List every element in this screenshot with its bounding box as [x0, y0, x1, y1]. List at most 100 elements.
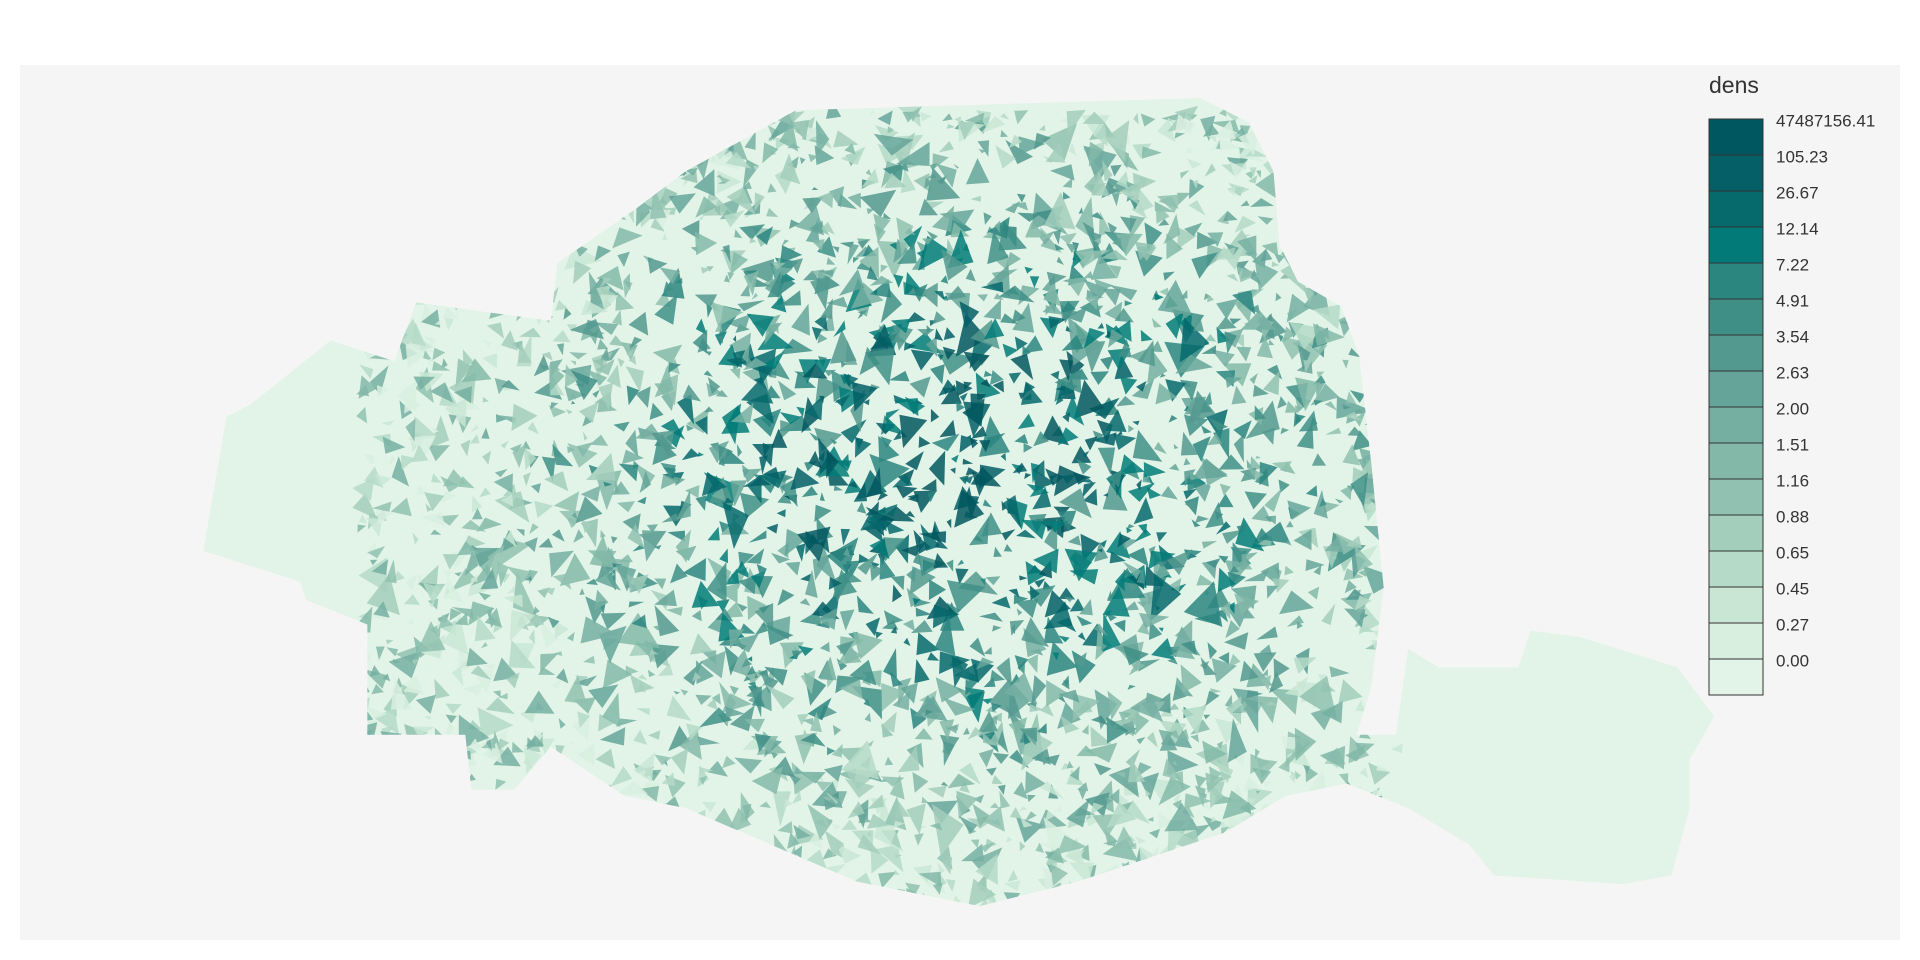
density-patch — [1104, 120, 1130, 161]
density-patch — [611, 571, 616, 578]
density-patch — [1126, 527, 1133, 534]
density-patch — [431, 473, 442, 483]
density-patch — [859, 346, 880, 375]
density-patch — [1066, 109, 1086, 135]
density-patch — [666, 695, 692, 721]
density-patch — [482, 353, 498, 369]
density-patch — [628, 601, 645, 608]
density-patch — [654, 605, 680, 637]
density-patch — [991, 774, 1003, 785]
density-patch — [926, 325, 931, 334]
density-patch — [839, 679, 863, 700]
density-patch — [1287, 500, 1311, 520]
density-patch — [766, 624, 794, 645]
density-patch — [816, 546, 837, 583]
density-patch — [852, 382, 878, 412]
density-patch — [932, 604, 960, 629]
density-patch — [1225, 620, 1240, 639]
density-patch — [711, 487, 726, 502]
density-patch — [1180, 640, 1197, 656]
density-patch — [972, 803, 990, 828]
density-patch — [1024, 473, 1032, 480]
density-patch — [706, 561, 727, 603]
density-patch — [1132, 429, 1163, 462]
density-patch — [934, 538, 948, 549]
density-patch — [830, 438, 838, 445]
density-patch — [921, 796, 929, 804]
density-patch — [1226, 696, 1242, 725]
density-patch — [1269, 671, 1284, 694]
density-patch — [1313, 304, 1341, 330]
density-patch — [1218, 652, 1230, 665]
density-patch — [662, 233, 668, 241]
density-patch — [1018, 136, 1046, 155]
density-patch — [509, 443, 522, 454]
density-patch — [732, 335, 737, 343]
density-patch — [1081, 479, 1094, 484]
density-patch — [1203, 815, 1225, 831]
density-patch — [800, 669, 816, 695]
density-patch — [883, 648, 897, 679]
density-patch — [1316, 371, 1325, 379]
density-patch — [1035, 842, 1045, 853]
density-patch — [992, 380, 1004, 393]
density-patch — [359, 364, 374, 379]
density-patch — [1215, 521, 1231, 535]
density-patch — [970, 839, 980, 849]
density-patch — [569, 352, 588, 360]
density-patch — [493, 473, 513, 494]
density-patch — [747, 681, 757, 689]
density-patch — [1102, 288, 1121, 306]
density-patch — [509, 610, 535, 642]
density-patch — [1114, 307, 1134, 323]
density-patch — [902, 619, 915, 632]
density-patch — [1039, 124, 1046, 131]
density-patch — [578, 743, 595, 766]
density-patch — [356, 384, 369, 397]
density-patch — [376, 385, 389, 398]
density-patch — [790, 111, 805, 123]
density-patch — [980, 578, 986, 586]
density-patch — [1126, 524, 1135, 530]
density-patch — [1061, 675, 1070, 690]
density-patch — [934, 291, 945, 301]
density-patch — [909, 566, 936, 595]
density-patch — [1102, 586, 1130, 617]
density-patch — [617, 251, 630, 267]
density-patch — [1191, 252, 1218, 279]
density-patch — [675, 529, 691, 563]
density-patch — [1060, 301, 1076, 313]
density-patch — [1184, 222, 1203, 237]
density-patch — [654, 293, 678, 325]
density-patch — [567, 446, 575, 454]
density-patch — [665, 425, 685, 448]
density-patch — [478, 592, 491, 601]
density-patch — [861, 168, 879, 188]
density-patch — [883, 610, 904, 626]
density-patch — [1310, 383, 1340, 406]
density-patch — [1167, 750, 1199, 775]
density-patch — [877, 506, 915, 522]
density-patch — [900, 168, 916, 194]
density-patch — [893, 869, 900, 875]
density-patch — [458, 476, 475, 489]
density-patch — [1313, 564, 1322, 576]
density-patch — [726, 216, 734, 222]
density-patch — [1084, 271, 1094, 279]
density-patch — [710, 301, 744, 327]
density-patch — [1172, 760, 1178, 766]
density-patch — [1219, 483, 1231, 496]
density-patch — [579, 588, 585, 595]
density-patch — [1050, 370, 1060, 380]
density-patch — [978, 710, 998, 733]
density-patch — [694, 294, 718, 308]
density-patch — [550, 402, 559, 410]
density-patch — [1106, 801, 1137, 828]
density-patch — [593, 589, 609, 611]
density-patch — [1074, 807, 1096, 816]
density-patch — [847, 801, 865, 819]
density-patch — [991, 703, 1002, 712]
density-patch — [589, 434, 609, 446]
density-patch — [891, 330, 907, 343]
density-patch — [1293, 411, 1302, 428]
